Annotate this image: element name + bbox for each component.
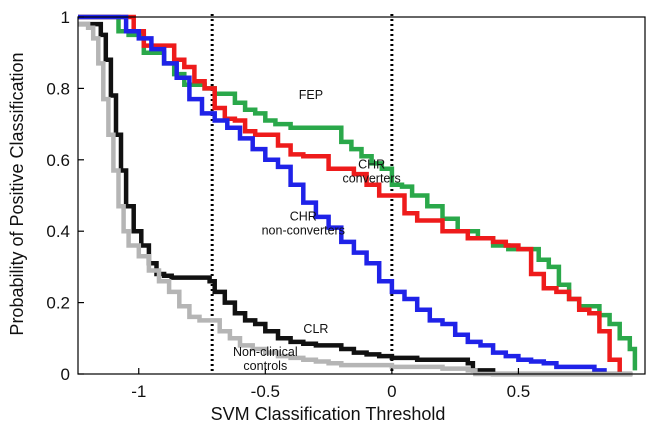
- annotation-0-line-0: FEP: [299, 88, 323, 102]
- annotation-2: CHR non-converters: [262, 209, 345, 237]
- x-axis-title: SVM Classification Threshold: [211, 404, 446, 424]
- series-line-4: [78, 21, 633, 377]
- x-tick-label-2: 0: [387, 382, 396, 401]
- annotation-1-line-1: converters: [342, 172, 400, 186]
- x-tick-label-3: 0.5: [507, 382, 531, 401]
- annotation-4: Non-clinical controls: [233, 345, 298, 373]
- y-tick-label-3: 0.6: [46, 151, 70, 170]
- y-tick-label-2: 0.4: [46, 222, 70, 241]
- series-line-1: [78, 14, 622, 374]
- y-tick-label-4: 0.8: [46, 79, 70, 98]
- y-tick-label-1: 0.2: [46, 294, 70, 313]
- series-line-0: [78, 14, 638, 371]
- annotation-3: CLR: [303, 322, 328, 336]
- annotation-3-line-0: CLR: [303, 322, 328, 336]
- series-layer: [78, 14, 638, 377]
- annotation-2-line-0: CHR: [290, 209, 317, 223]
- annotation-2-line-1: non-converters: [262, 223, 345, 237]
- axes: -1 -0.5 0 0.5 0 0.2 0.4 0.6 0.8 1: [46, 8, 646, 401]
- annotation-1: CHR converters: [342, 158, 400, 186]
- series-line-2: [78, 14, 607, 374]
- y-tick-label-5: 1: [61, 8, 70, 27]
- annotation-4-line-1: controls: [243, 359, 287, 373]
- plot-frame: [77, 16, 646, 375]
- annotation-0: FEP: [299, 88, 323, 102]
- y-tick-label-0: 0: [61, 365, 70, 384]
- series-line-3: [78, 21, 633, 377]
- x-tick-label-1: -0.5: [251, 382, 280, 401]
- annotation-1-line-0: CHR: [358, 158, 385, 172]
- x-tick-label-0: -1: [131, 382, 146, 401]
- y-axis-title: Probability of Positive Classification: [7, 52, 27, 335]
- annotation-4-line-0: Non-clinical: [233, 345, 298, 359]
